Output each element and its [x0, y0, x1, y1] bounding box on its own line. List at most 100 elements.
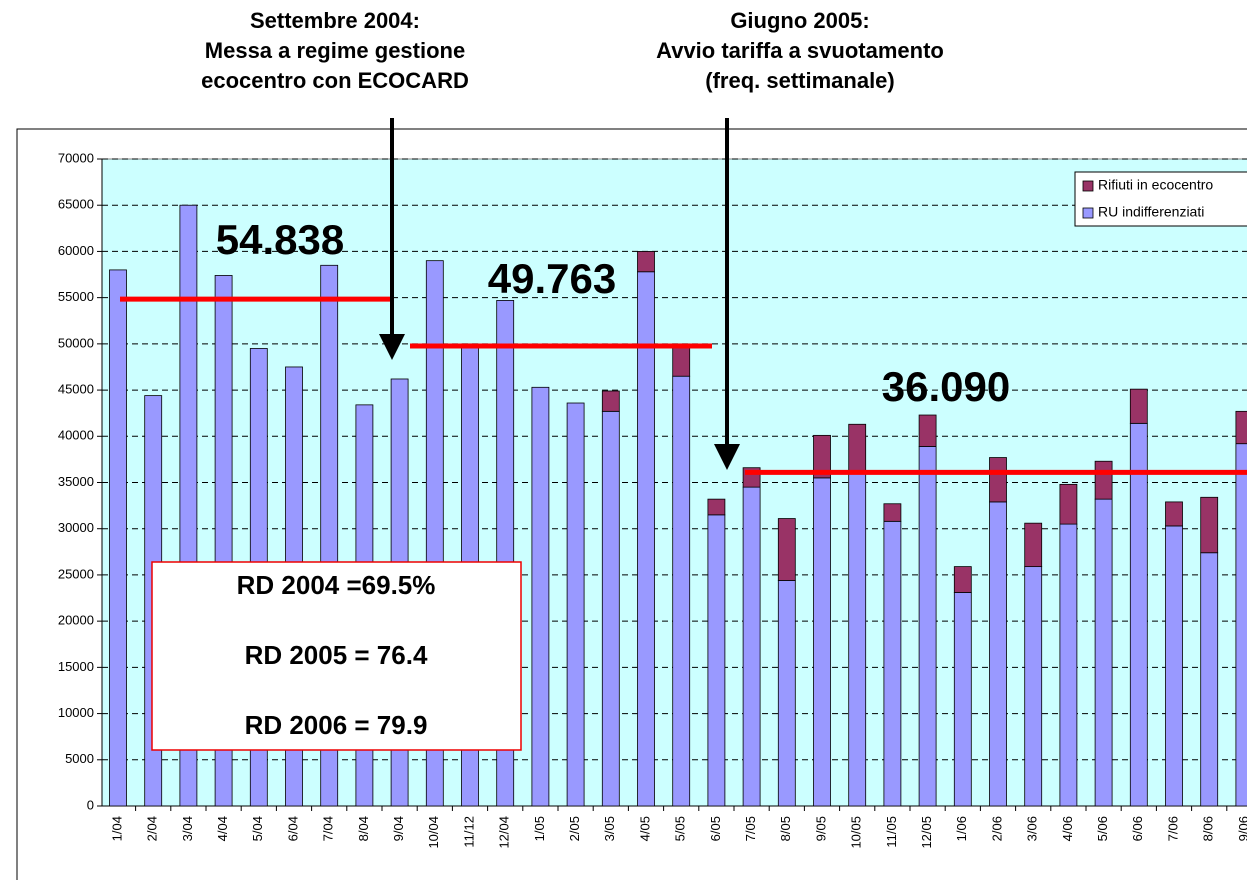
x-tick-label: 4/04 [215, 816, 230, 841]
x-tick-label: 6/04 [285, 816, 300, 841]
y-tick-label: 40000 [58, 428, 94, 443]
x-tick-label: 7/04 [321, 816, 336, 841]
bar-segment [953, 566, 972, 593]
bar-segment [707, 498, 726, 516]
annotation: Settembre 2004: [250, 8, 420, 33]
x-tick-label: 8/06 [1201, 816, 1216, 841]
x-tick-label: 6/06 [1130, 816, 1145, 841]
bar-segment [777, 518, 796, 581]
y-tick-label: 20000 [58, 613, 94, 628]
bar-segment [883, 503, 902, 522]
y-tick-label: 60000 [58, 243, 94, 258]
annotation: ecocentro con ECOCARD [201, 68, 469, 93]
bar-segment [742, 486, 761, 807]
bar-segment [109, 269, 127, 807]
x-tick-label: 9/06 [1236, 816, 1247, 841]
text-box-line: RD 2006 = 79.9 [245, 710, 428, 740]
bar-segment [1059, 523, 1078, 807]
bar-segment [566, 402, 585, 807]
legend-swatch [1082, 180, 1094, 192]
x-tick-label: 2/06 [989, 816, 1004, 841]
bar-segment [1129, 422, 1148, 807]
y-tick-label: 10000 [58, 705, 94, 720]
x-tick-label: 10/04 [426, 816, 441, 849]
bar-segment [601, 390, 620, 412]
arrow [379, 118, 740, 470]
bar-segment [848, 423, 867, 474]
bar-segment [918, 446, 937, 807]
bar-segment [1200, 496, 1219, 554]
bar-segment [777, 580, 796, 807]
text-box-line: RD 2004 =69.5% [237, 570, 436, 600]
x-tick-label: 9/04 [391, 816, 406, 841]
y-tick-label: 70000 [58, 150, 94, 165]
legend-label: RU indifferenziati [1098, 204, 1204, 220]
text-box-line: RD 2005 = 76.4 [245, 640, 428, 670]
y-tick-label: 5000 [65, 751, 94, 766]
x-tick-label: 10/05 [849, 816, 864, 849]
x-tick-label: 11/05 [884, 816, 899, 848]
x-tick-label: 12/05 [919, 816, 934, 849]
annotation: Messa a regime gestione [205, 38, 465, 63]
x-tick-label: 5/05 [673, 816, 688, 841]
x-tick-label: 7/05 [743, 816, 758, 841]
bar-segment [672, 343, 691, 377]
x-tick-label: 2/05 [567, 816, 582, 841]
bar-segment [672, 375, 691, 807]
bar-segment [637, 251, 655, 273]
legend-swatch [1082, 207, 1094, 219]
bar-segment [953, 592, 972, 807]
bar-segment [601, 410, 620, 807]
bar-segment [1059, 483, 1078, 525]
legend-label: Rifiuti in ecocentro [1098, 177, 1213, 193]
y-tick-label: 0 [87, 797, 94, 812]
bar-segment [918, 414, 937, 447]
x-tick-label: 3/04 [180, 816, 195, 841]
y-tick-label: 50000 [58, 335, 94, 350]
bar-segment [531, 386, 550, 807]
bar-segment [1235, 443, 1247, 807]
y-tick-label: 55000 [58, 289, 94, 304]
x-tick-label: 1/05 [532, 816, 547, 841]
bar-segment [1165, 525, 1183, 807]
bar-segment [1235, 410, 1247, 445]
y-tick-label: 25000 [58, 566, 94, 581]
x-tick-label: 8/05 [778, 816, 793, 841]
bar-segment [813, 477, 831, 807]
x-tick-label: 6/05 [708, 816, 723, 841]
x-tick-label: 12/04 [497, 816, 512, 849]
average-label: 54.838 [216, 216, 344, 263]
bar-segment [989, 457, 1007, 503]
x-tick-label: 4/06 [1060, 816, 1075, 841]
x-tick-label: 1/04 [109, 816, 124, 841]
y-tick-label: 35000 [58, 474, 94, 489]
x-tick-label: 5/04 [250, 816, 265, 841]
bar-segment [1024, 522, 1043, 568]
x-tick-label: 11/12 [461, 816, 476, 848]
text-box [151, 561, 522, 751]
bar-segment [1094, 460, 1113, 500]
bar-segment [883, 520, 902, 807]
legend-box [1074, 171, 1247, 227]
y-tick-label: 45000 [58, 382, 94, 397]
x-tick-label: 9/05 [813, 816, 828, 841]
x-tick-label: 4/05 [637, 816, 652, 841]
annotation: (freq. settimanale) [705, 68, 895, 93]
x-tick-label: 2/04 [145, 816, 160, 841]
y-tick-label: 15000 [58, 659, 94, 674]
bar-segment [1024, 566, 1043, 807]
x-tick-label: 3/05 [602, 816, 617, 841]
x-tick-label: 5/06 [1095, 816, 1110, 841]
y-tick-label: 65000 [58, 197, 94, 212]
bar-segment [707, 514, 726, 807]
x-tick-label: 8/04 [356, 816, 371, 841]
bar-segment [989, 501, 1007, 807]
average-label: 36.090 [882, 363, 1010, 410]
x-tick-label: 1/06 [954, 816, 969, 841]
bar-segment [1200, 552, 1219, 807]
annotation: Giugno 2005: [730, 8, 869, 33]
y-tick-label: 30000 [58, 520, 94, 535]
bar-segment [1165, 501, 1183, 527]
